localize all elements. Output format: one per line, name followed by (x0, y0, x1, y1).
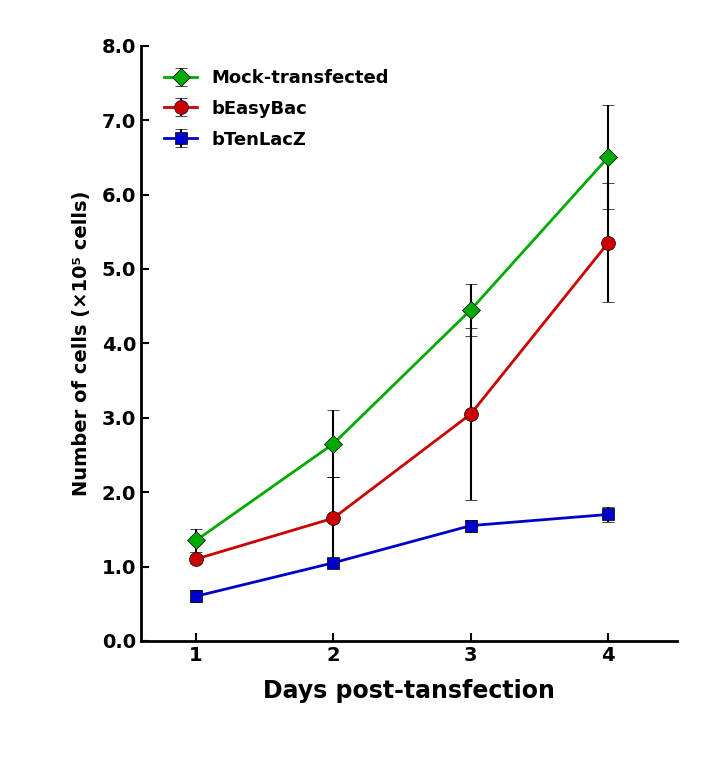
Y-axis label: Number of cells (×10⁵ cells): Number of cells (×10⁵ cells) (72, 191, 91, 496)
X-axis label: Days post-tansfection: Days post-tansfection (263, 678, 555, 703)
Legend: Mock-transfected, bEasyBac, bTenLacZ: Mock-transfected, bEasyBac, bTenLacZ (150, 55, 403, 163)
